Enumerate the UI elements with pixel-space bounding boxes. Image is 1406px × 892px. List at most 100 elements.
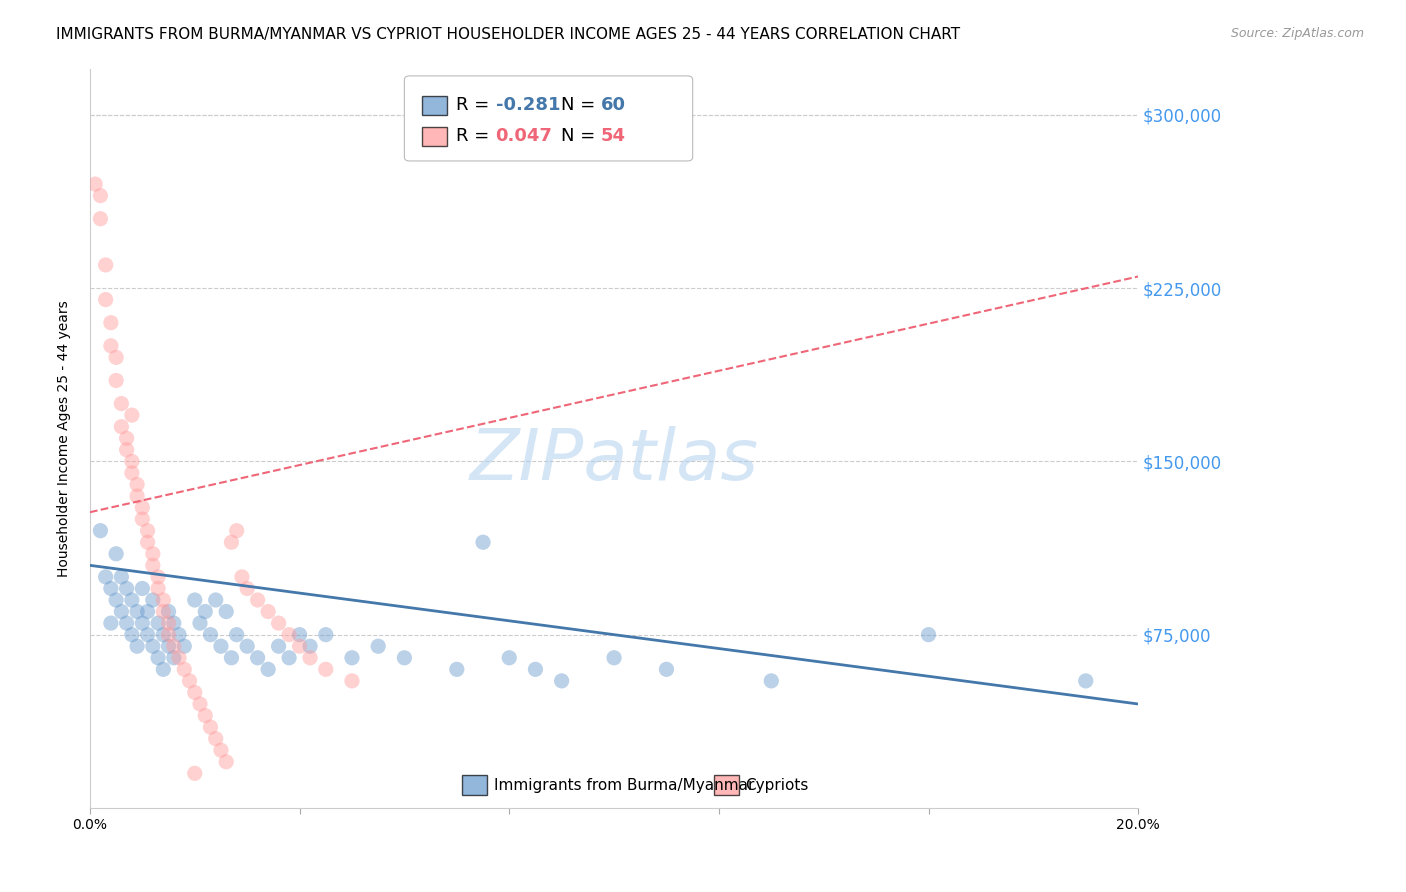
Point: [550, 673, 572, 688]
Point: [204, 593, 226, 607]
Point: [236, 639, 259, 653]
Point: [121, 466, 143, 480]
Point: [315, 628, 337, 642]
Point: [215, 755, 238, 769]
Point: [315, 662, 337, 676]
Point: [146, 582, 169, 596]
Point: [204, 731, 226, 746]
Point: [188, 697, 211, 711]
Point: [209, 639, 232, 653]
Text: N =: N =: [561, 95, 595, 114]
Point: [152, 605, 174, 619]
Point: [142, 639, 165, 653]
Point: [200, 628, 222, 642]
Point: [299, 639, 322, 653]
Point: [157, 616, 180, 631]
Point: [472, 535, 495, 549]
Point: [100, 582, 122, 596]
Point: [146, 570, 169, 584]
Point: [278, 650, 301, 665]
Point: [194, 708, 217, 723]
Point: [157, 605, 180, 619]
Point: [1074, 673, 1097, 688]
Point: [121, 408, 143, 422]
Text: Immigrants from Burma/Myanmar: Immigrants from Burma/Myanmar: [494, 778, 754, 793]
Point: [446, 662, 468, 676]
Point: [246, 593, 269, 607]
Point: [200, 720, 222, 734]
Point: [136, 605, 159, 619]
Text: 54: 54: [600, 127, 626, 145]
Point: [167, 650, 190, 665]
Point: [184, 685, 207, 699]
Point: [94, 570, 117, 584]
Point: [131, 512, 153, 526]
Text: 0.047: 0.047: [495, 127, 553, 145]
Point: [94, 293, 117, 307]
Point: [110, 605, 132, 619]
Text: Cypriots: Cypriots: [745, 778, 808, 793]
Point: [340, 673, 363, 688]
Point: [89, 211, 111, 226]
Point: [163, 616, 186, 631]
Point: [100, 616, 122, 631]
Point: [127, 605, 149, 619]
Point: [231, 570, 253, 584]
Point: [136, 524, 159, 538]
Point: [173, 662, 195, 676]
Point: [209, 743, 232, 757]
Point: [278, 628, 301, 642]
Point: [179, 673, 201, 688]
Point: [267, 639, 290, 653]
Point: [121, 628, 143, 642]
Point: [146, 650, 169, 665]
Point: [121, 454, 143, 468]
Point: [188, 616, 211, 631]
Text: R =: R =: [456, 127, 489, 145]
Text: Source: ZipAtlas.com: Source: ZipAtlas.com: [1230, 27, 1364, 40]
Point: [288, 639, 311, 653]
Point: [105, 593, 128, 607]
Point: [110, 396, 132, 410]
FancyBboxPatch shape: [422, 127, 447, 146]
Point: [94, 258, 117, 272]
Point: [157, 628, 180, 642]
Y-axis label: Householder Income Ages 25 - 44 years: Householder Income Ages 25 - 44 years: [58, 300, 72, 576]
FancyBboxPatch shape: [405, 76, 693, 161]
Text: ZIPatlas: ZIPatlas: [470, 426, 759, 495]
Text: IMMIGRANTS FROM BURMA/MYANMAR VS CYPRIOT HOUSEHOLDER INCOME AGES 25 - 44 YEARS C: IMMIGRANTS FROM BURMA/MYANMAR VS CYPRIOT…: [56, 27, 960, 42]
Point: [89, 524, 111, 538]
Point: [115, 442, 138, 457]
Point: [105, 547, 128, 561]
Point: [394, 650, 416, 665]
Point: [152, 593, 174, 607]
Point: [655, 662, 678, 676]
Point: [131, 500, 153, 515]
Point: [115, 582, 138, 596]
Text: -0.281: -0.281: [495, 95, 560, 114]
Point: [127, 477, 149, 491]
Point: [761, 673, 783, 688]
Point: [221, 535, 243, 549]
Point: [89, 188, 111, 202]
Point: [157, 639, 180, 653]
Point: [131, 616, 153, 631]
FancyBboxPatch shape: [422, 95, 447, 115]
Point: [603, 650, 626, 665]
Point: [127, 489, 149, 503]
Point: [163, 650, 186, 665]
Point: [131, 582, 153, 596]
Point: [221, 650, 243, 665]
Point: [267, 616, 290, 631]
Point: [142, 593, 165, 607]
Point: [246, 650, 269, 665]
Point: [340, 650, 363, 665]
Point: [498, 650, 520, 665]
Point: [110, 570, 132, 584]
Point: [225, 524, 247, 538]
Point: [100, 339, 122, 353]
Point: [115, 431, 138, 445]
Point: [257, 662, 280, 676]
Point: [84, 177, 107, 191]
Point: [167, 628, 190, 642]
